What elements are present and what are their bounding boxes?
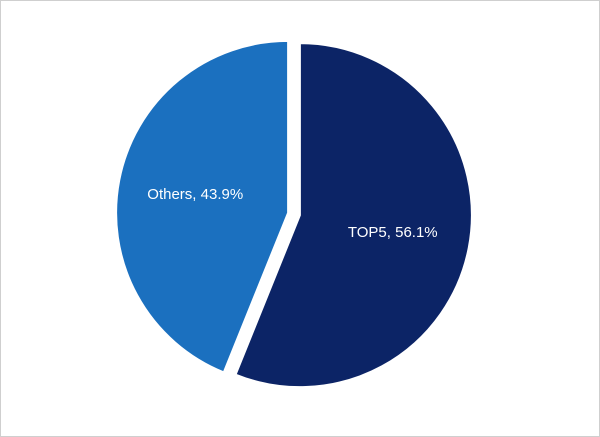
data-label: Others, 43.9% (147, 186, 243, 203)
data-label: TOP5, 56.1% (348, 224, 438, 241)
pie-slice (234, 42, 473, 389)
pie-slice (115, 39, 290, 374)
